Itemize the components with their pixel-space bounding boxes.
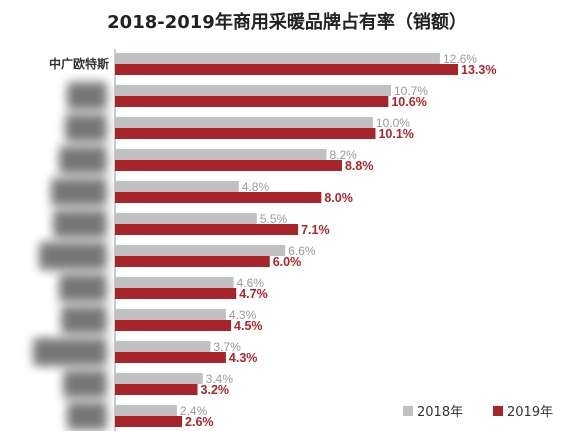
value-label-2019: 6.0%: [273, 255, 302, 269]
category-label: 中广欧特斯: [49, 56, 109, 71]
bar-2018: [115, 53, 440, 64]
bar-2019: [115, 256, 270, 267]
bar-2018: [115, 117, 373, 128]
legend-swatch-2018: [403, 406, 413, 416]
redacted-label-blur: [59, 146, 107, 174]
value-label-2018: 8.2%: [329, 148, 357, 162]
redacted-label-blur: [63, 370, 107, 398]
bar-2018: [115, 341, 211, 352]
value-label-2018: 2.4%: [180, 404, 208, 418]
redacted-label-blur: [51, 178, 107, 206]
bar-2018: [115, 245, 286, 256]
value-label-2018: 5.5%: [260, 212, 288, 226]
bar-2019: [115, 160, 342, 171]
value-label-2019: 13.3%: [461, 63, 496, 77]
value-label-2019: 4.7%: [239, 287, 267, 301]
redacted-label-blur: [65, 114, 107, 142]
redacted-label-blur: [39, 242, 107, 270]
value-label-2018: 12.6%: [443, 52, 477, 66]
category-labels: 中广欧特斯: [49, 56, 109, 71]
value-label-2018: 4.6%: [237, 276, 265, 290]
redacted-label-blur: [33, 338, 107, 366]
value-label-2019: 10.1%: [378, 127, 413, 141]
bar-2018: [115, 213, 257, 224]
value-label-2019: 10.6%: [391, 95, 426, 109]
bar-2019: [115, 416, 183, 427]
value-label-2018: 4.3%: [229, 308, 257, 322]
bar-2018: [115, 309, 226, 320]
legend-label-2019: 2019年: [507, 405, 553, 420]
bar-2018: [115, 373, 203, 384]
redacted-label-blur: [67, 82, 107, 110]
legend-label-2018: 2018年: [417, 405, 463, 420]
bar-2018: [115, 149, 327, 160]
redacted-label-blur: [67, 402, 107, 430]
bars: [115, 53, 458, 427]
bar-2018: [115, 181, 239, 192]
value-label-2018: 10.7%: [394, 84, 428, 98]
redacted-brand-labels: [33, 82, 107, 430]
value-label-2019: 8.0%: [324, 191, 353, 205]
value-label-2018: 4.8%: [242, 180, 270, 194]
bar-2019: [115, 224, 299, 235]
bar-2019: [115, 320, 232, 331]
value-labels: 12.6%13.3% 10.7%10.6% 10.0%10.1% 8.2%8.8% 4.…: [180, 52, 497, 429]
bar-2019: [115, 64, 458, 75]
value-label-2018: 6.6%: [288, 244, 316, 258]
value-label-2019: 3.2%: [201, 383, 230, 397]
redacted-label-blur: [53, 210, 107, 238]
value-label-2019: 4.3%: [229, 351, 257, 365]
value-label-2018: 3.7%: [213, 340, 241, 354]
bar-2018: [115, 277, 234, 288]
legend-swatch-2019: [493, 406, 503, 416]
value-label-2019: 4.5%: [234, 319, 262, 333]
redacted-label-blur: [61, 306, 107, 334]
legend: 2018年 2019年: [403, 405, 553, 420]
value-label-2018: 3.4%: [206, 372, 234, 386]
bar-2019: [115, 384, 198, 395]
value-label-2019: 8.8%: [345, 159, 374, 173]
bar-2019: [115, 192, 322, 203]
value-label-2019: 2.6%: [185, 415, 214, 429]
chart-title: 2018-2019年商用采暖品牌占有率（销额）: [107, 12, 467, 33]
bar-2019: [115, 128, 376, 139]
value-label-2019: 7.1%: [301, 223, 330, 237]
redacted-label-blur: [59, 274, 107, 302]
bar-2018: [115, 405, 177, 416]
bar-2019: [115, 288, 237, 299]
bar-2019: [115, 96, 389, 107]
value-label-2018: 10.0%: [376, 116, 410, 130]
bar-2018: [115, 85, 391, 96]
bar-2019: [115, 352, 226, 363]
